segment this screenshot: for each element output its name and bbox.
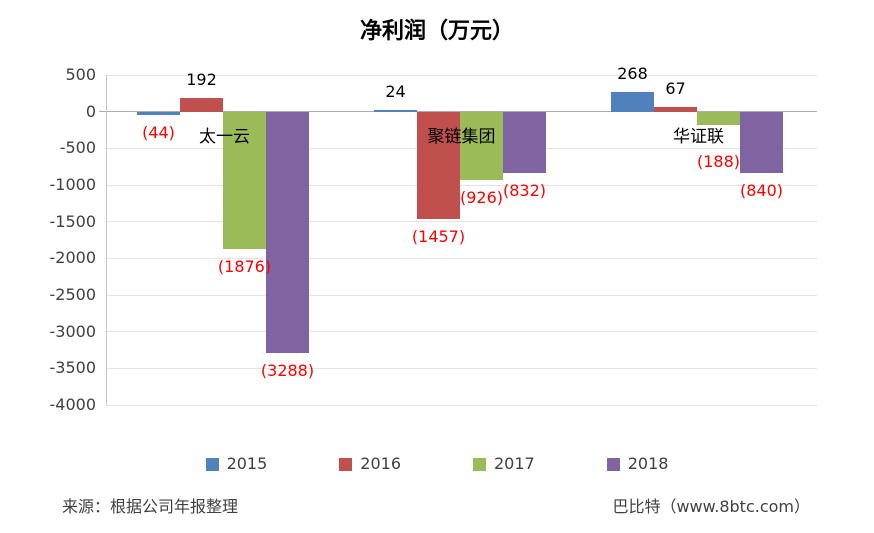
gridline-500 [106, 74, 817, 76]
category-label-0: 太一云 [199, 126, 250, 147]
plot-area: (44) 24 268 192 (1457) 67 (1876) (926) (188) (328… [99, 64, 817, 406]
y-tick-label-0: 0 [85, 101, 96, 121]
legend: 2015 2016 2017 2018 [0, 456, 874, 472]
y-tick-label--1000: -1000 [49, 175, 97, 194]
bar-label-2015-category2: 268 [617, 64, 648, 84]
legend-item-2018: 2018 [606, 454, 669, 473]
legend-swatch-2017 [473, 457, 486, 471]
gridline--2500 [106, 294, 817, 296]
bar-2016-category1 [417, 111, 460, 219]
y-tick-label-500: 500 [65, 65, 96, 84]
bar-2016-category0 [180, 97, 223, 112]
zero-tick [99, 111, 106, 113]
y-tick-label--500: -500 [59, 138, 96, 158]
category-label-2: 华证联 [673, 126, 724, 147]
bar-label-2016-category2: 67 [665, 78, 686, 98]
bar-label-2018-category0: (3288) [260, 360, 315, 380]
y-tick-label--3000: -3000 [49, 321, 97, 341]
source-note: 来源：根据公司年报整理 [62, 497, 239, 516]
bar-2015-category2 [611, 92, 654, 112]
bar-label-2016-category0: 192 [186, 69, 217, 89]
bar-label-2017-category2: (188) [696, 151, 741, 171]
gridline--2000 [106, 257, 817, 259]
gridline--1500 [106, 221, 817, 223]
bar-label-2017-category0: (1876) [217, 257, 272, 277]
y-tick-label--4000: -4000 [49, 395, 97, 414]
chart-title: 净利润（万元） [359, 19, 514, 44]
bar-label-2017-category1: (926) [459, 187, 504, 207]
legend-item-2015: 2015 [205, 454, 268, 473]
brand-note: 巴比特（www.8btc.com） [612, 497, 810, 516]
bar-2015-category1 [374, 109, 417, 112]
y-tick-label--3500: -3500 [49, 358, 97, 378]
bar-2018-category1 [503, 111, 546, 173]
legend-swatch-2015 [205, 457, 219, 471]
category-label-1: 聚链集团 [427, 126, 496, 147]
legend-label-2016: 2016 [360, 454, 401, 473]
bar-label-2015-category0: (44) [142, 122, 175, 142]
bar-label-2015-category1: 24 [385, 81, 406, 101]
gridline--3500 [106, 367, 817, 369]
y-tick-label--2500: -2500 [49, 285, 97, 304]
bar-2015-category0 [137, 111, 180, 115]
legend-swatch-2018 [606, 457, 620, 471]
gridline--3000 [106, 331, 817, 333]
bar-2017-category2 [697, 111, 740, 126]
bar-2018-category2 [740, 111, 783, 174]
y-axis-line [106, 75, 107, 405]
bar-label-2018-category2: (840) [739, 181, 784, 201]
bar-label-2018-category1: (832) [502, 180, 547, 200]
bar-2018-category0 [266, 111, 309, 353]
y-tick-label--2000: -2000 [49, 248, 97, 268]
bar-2016-category2 [654, 106, 697, 112]
legend-label-2017: 2017 [494, 454, 535, 473]
y-tick-label--1500: -1500 [49, 211, 97, 231]
gridline--4000 [106, 404, 817, 406]
legend-label-2018: 2018 [627, 454, 669, 473]
legend-item-2016: 2016 [339, 456, 401, 472]
legend-item-2017: 2017 [473, 456, 535, 472]
gridline--1000 [106, 184, 817, 186]
legend-swatch-2016 [339, 457, 353, 471]
bar-2017-category0 [223, 111, 266, 250]
legend-label-2015: 2015 [226, 454, 268, 473]
bar-label-2016-category1: (1457) [411, 226, 466, 246]
bar-2017-category1 [460, 111, 503, 180]
